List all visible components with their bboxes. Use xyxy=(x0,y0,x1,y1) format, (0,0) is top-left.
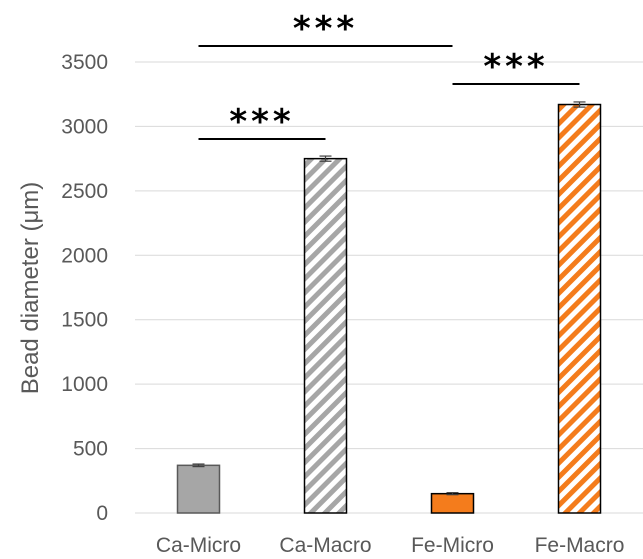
bars xyxy=(176,101,602,514)
y-tick-label: 3500 xyxy=(61,51,108,74)
bar-fe-macro xyxy=(557,103,602,514)
significance-label: *** xyxy=(483,47,548,87)
x-tick-label: Ca-Micro xyxy=(156,534,241,557)
y-tick-label: 3000 xyxy=(61,115,108,138)
x-tick-label: Fe-Macro xyxy=(535,534,625,557)
y-tick-label: 500 xyxy=(73,438,108,461)
significance-brackets: *** *** *** xyxy=(198,9,580,142)
y-tick-label: 1500 xyxy=(61,309,108,332)
y-tick-label: 2000 xyxy=(61,244,108,267)
y-axis-ticks: 0 500 1000 1500 2000 2500 3000 3500 xyxy=(61,51,108,525)
x-tick-label: Ca-Macro xyxy=(279,534,371,557)
bar-ca-micro xyxy=(176,464,221,514)
bar-ca-macro xyxy=(303,157,348,514)
significance-label: *** xyxy=(229,102,294,142)
gridlines xyxy=(135,61,643,450)
x-axis-ticks: Ca-Micro Ca-Macro Fe-Micro Fe-Macro xyxy=(156,534,625,557)
x-tick-label: Fe-Micro xyxy=(411,534,494,557)
y-tick-label: 1000 xyxy=(61,373,108,396)
significance-label: *** xyxy=(293,9,358,49)
y-axis-title: Bead diameter (μm) xyxy=(17,182,44,395)
y-tick-label: 0 xyxy=(96,502,108,525)
y-tick-label: 2500 xyxy=(61,180,108,203)
bar-fe-micro xyxy=(430,492,475,514)
